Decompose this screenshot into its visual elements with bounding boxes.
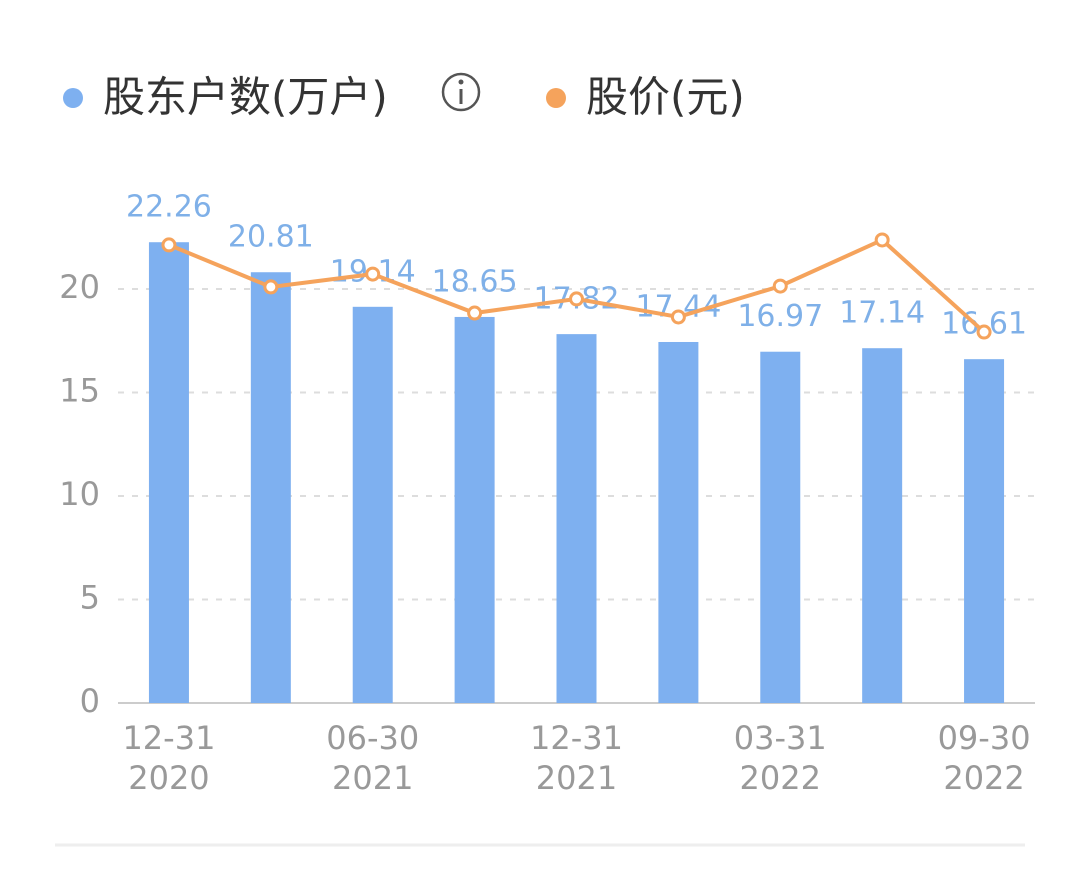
- line-point: [670, 309, 686, 325]
- bar: [658, 341, 699, 703]
- y-tick-label: 20: [59, 268, 100, 306]
- legend-swatch: [63, 88, 83, 108]
- legend-label: 股价(元): [586, 73, 745, 122]
- value-label: 20.81: [228, 220, 314, 255]
- bar: [964, 359, 1005, 703]
- x-tick-label: 12-31 2021: [530, 719, 623, 797]
- line-point: [467, 305, 483, 321]
- bar: [250, 272, 291, 703]
- bar: [862, 348, 903, 703]
- line-point: [874, 232, 890, 248]
- y-tick-label: 10: [59, 475, 100, 513]
- line-point: [365, 266, 381, 282]
- line-point: [976, 324, 992, 340]
- legend-label: 股东户数(万户): [103, 73, 388, 122]
- bar: [352, 306, 393, 703]
- x-tick-label: 12-31 2020: [122, 719, 215, 797]
- value-label: 17.14: [839, 296, 925, 331]
- y-tick-label: 15: [59, 372, 100, 410]
- bar: [760, 351, 801, 703]
- line-point: [263, 279, 279, 295]
- legend-swatch: [546, 88, 566, 108]
- value-label: 16.97: [737, 299, 823, 334]
- bar: [454, 316, 495, 703]
- info-icon[interactable]: [441, 72, 481, 112]
- value-label: 18.65: [432, 264, 518, 299]
- line-point: [772, 278, 788, 294]
- y-tick-label: 0: [80, 682, 100, 720]
- line-point: [569, 291, 584, 307]
- y-tick-label: 5: [80, 579, 100, 617]
- line-point: [161, 237, 177, 253]
- x-tick-label: 06-30 2021: [326, 719, 419, 797]
- value-label: 22.26: [126, 190, 212, 225]
- bar: [556, 334, 597, 703]
- x-tick-label: 09-30 2022: [938, 719, 1031, 797]
- x-tick-label: 03-31 2022: [734, 719, 827, 797]
- bar: [148, 242, 189, 703]
